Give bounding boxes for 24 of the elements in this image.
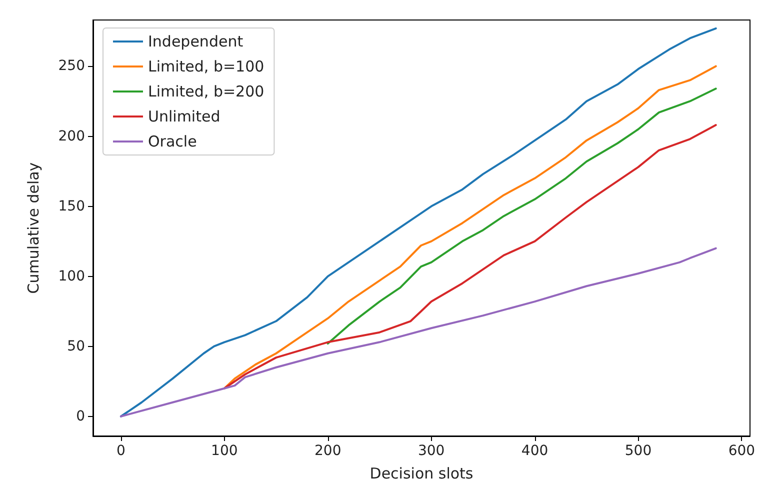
x-tick-label: 0 xyxy=(116,443,126,459)
x-tick-label: 500 xyxy=(624,443,652,459)
legend-label: Independent xyxy=(148,32,244,50)
y-axis-title: Cumulative delay xyxy=(24,162,42,294)
x-tick-label: 300 xyxy=(418,443,445,459)
legend-label: Limited, b=200 xyxy=(148,82,264,100)
legend-label: Unlimited xyxy=(148,108,220,126)
line-series xyxy=(120,27,717,418)
x-tick-label: 600 xyxy=(728,443,756,459)
x-tick-label: 400 xyxy=(521,443,548,459)
line-series xyxy=(223,124,717,390)
y-tick-label: 50 xyxy=(67,338,85,354)
y-tick-label: 0 xyxy=(76,408,85,424)
line-series xyxy=(326,88,717,345)
x-tick-label: 100 xyxy=(211,443,238,459)
line-series xyxy=(120,247,717,418)
y-tick-label: 200 xyxy=(58,128,85,144)
y-tick-label: 250 xyxy=(58,58,85,74)
legend-label: Limited, b=100 xyxy=(148,58,264,76)
y-tick-label: 150 xyxy=(58,198,85,214)
y-tick-label: 100 xyxy=(58,268,85,284)
x-tick-label: 200 xyxy=(314,443,342,459)
x-axis-title: Decision slots xyxy=(370,464,474,482)
legend-label: Oracle xyxy=(148,132,197,150)
